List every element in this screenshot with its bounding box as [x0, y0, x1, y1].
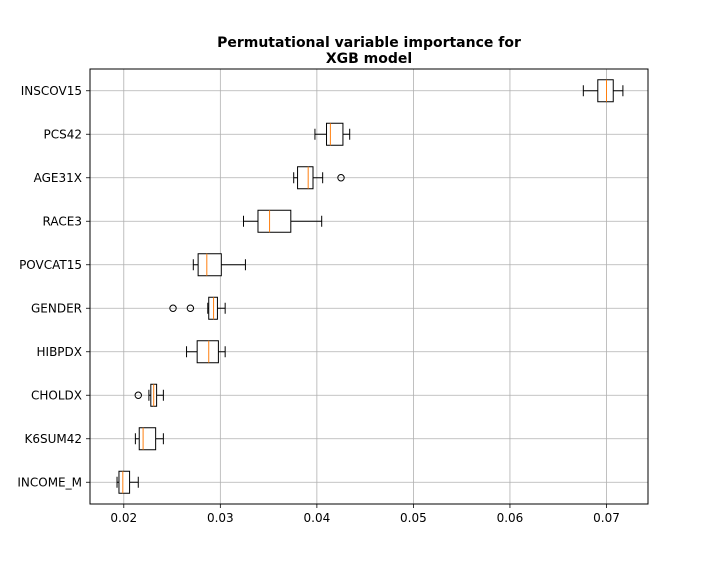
- chart-title-line-1: Permutational variable importance for: [217, 35, 521, 51]
- chart-title-line-2: XGB model: [326, 51, 412, 67]
- y-tick-label: PCS42: [43, 127, 82, 141]
- box-layer: [116, 79, 624, 494]
- iqr-box: [257, 209, 292, 233]
- box-gender: [169, 296, 226, 320]
- x-tick-label: 0.03: [207, 511, 234, 525]
- y-tick-label: K6SUM42: [24, 432, 82, 446]
- box-race3: [242, 209, 323, 233]
- iqr-box: [297, 166, 314, 190]
- y-tick-label: RACE3: [43, 214, 82, 228]
- iqr-box: [138, 427, 157, 451]
- x-tick-label: 0.02: [110, 511, 137, 525]
- y-tick-label: HIBPDX: [37, 345, 83, 359]
- iqr-box: [597, 79, 614, 103]
- box-k6sum42: [134, 427, 164, 451]
- box-inscov15: [582, 79, 624, 103]
- y-tick-label: AGE31X: [34, 171, 82, 185]
- outlier-point: [169, 304, 177, 312]
- y-tick-label: INCOME_M: [17, 475, 82, 489]
- x-tick-label: 0.04: [304, 511, 331, 525]
- iqr-box: [118, 470, 131, 494]
- outlier-point: [337, 174, 345, 182]
- box-povcat15: [192, 253, 246, 277]
- iqr-box: [326, 122, 344, 146]
- x-tick-label: 0.07: [593, 511, 620, 525]
- y-tick-label: CHOLDX: [31, 388, 82, 402]
- iqr-box: [197, 253, 222, 277]
- y-tick-label: INSCOV15: [21, 84, 82, 98]
- y-tick-label: POVCAT15: [19, 258, 82, 272]
- box-income_m: [116, 470, 139, 494]
- x-tick-label: 0.05: [400, 511, 427, 525]
- box-hibpdx: [186, 340, 226, 364]
- x-axis: 0.02 0.03 0.04 0.05 0.06 0.07: [110, 504, 620, 525]
- plot-frame: [89, 68, 649, 505]
- box-choldx: [134, 383, 164, 407]
- iqr-box: [196, 340, 219, 364]
- outlier-point: [186, 304, 195, 312]
- y-axis: INSCOV15 PCS42 AGE31X RACE3 POVCAT15 GENDER HI…: [17, 84, 90, 489]
- y-tick-label: GENDER: [31, 301, 82, 315]
- box-pcs42: [314, 122, 351, 146]
- x-tick-label: 0.06: [497, 511, 524, 525]
- box-age31x: [293, 166, 345, 190]
- outlier-point: [134, 391, 142, 399]
- grid-lines: [90, 69, 648, 504]
